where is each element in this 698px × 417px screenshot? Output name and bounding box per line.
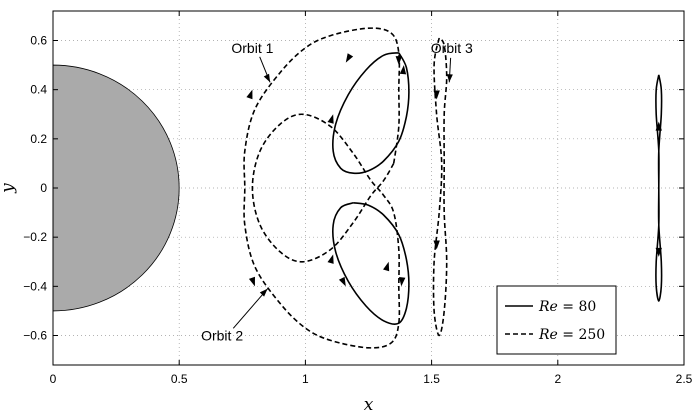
y-tick-label: 0.4 bbox=[30, 83, 47, 97]
direction-arrows bbox=[246, 53, 662, 287]
series-layer bbox=[243, 27, 663, 349]
y-axis-label: y bbox=[0, 183, 18, 194]
direction-arrow bbox=[248, 276, 255, 287]
direction-arrow bbox=[246, 89, 253, 100]
legend-label-re250: Re = 250 bbox=[538, 327, 605, 343]
orbit-re250-line bbox=[432, 37, 448, 337]
direction-arrow bbox=[399, 65, 407, 75]
orbit-re80-line bbox=[332, 202, 410, 325]
orbit-re80-line bbox=[332, 52, 410, 175]
x-tick-label: 2 bbox=[554, 372, 561, 386]
y-tick-label: 0.6 bbox=[30, 34, 47, 48]
annotation-arrow-line bbox=[232, 288, 268, 329]
y-tick-label: −0.4 bbox=[23, 279, 47, 293]
legend-box bbox=[496, 285, 617, 355]
y-tick-label: 0.2 bbox=[30, 132, 47, 146]
annotation-arrow-head bbox=[259, 288, 268, 297]
direction-arrow bbox=[383, 261, 390, 272]
y-tick-label: 0 bbox=[40, 181, 47, 195]
annotation-label: Orbit 2 bbox=[201, 328, 243, 344]
axis-ticks: 0 0.5 1 1.5 2 2.5 0.6 0.4 0.2 0 −0.2 −0.4 −0.6 bbox=[23, 11, 693, 386]
x-tick-label: 1.5 bbox=[423, 372, 440, 386]
direction-arrow bbox=[655, 247, 662, 257]
x-tick-label: 1 bbox=[302, 372, 309, 386]
annotation-label: Orbit 1 bbox=[231, 40, 273, 56]
x-tick-label: 2.5 bbox=[676, 372, 693, 386]
direction-arrow bbox=[327, 254, 334, 264]
annotations: Orbit 1 Orbit 2 Orbit 3 bbox=[201, 40, 473, 344]
cylinder-obstacle bbox=[52, 64, 180, 312]
x-tick-label: 0.5 bbox=[171, 372, 188, 386]
annotation-label: Orbit 3 bbox=[431, 40, 473, 56]
direction-arrow bbox=[395, 56, 402, 66]
annotation-arrow-head bbox=[446, 74, 453, 83]
direction-arrow bbox=[338, 276, 346, 287]
direction-arrow bbox=[345, 53, 354, 63]
legend: Re = 80 Re = 250 bbox=[496, 285, 617, 355]
obstacle-layer bbox=[52, 64, 180, 312]
direction-arrow bbox=[399, 277, 406, 287]
orbit-re80-line bbox=[655, 74, 663, 302]
legend-label-re80: Re = 80 bbox=[538, 299, 596, 315]
x-tick-label: 0 bbox=[50, 372, 57, 386]
orbit-re250-line bbox=[243, 27, 401, 349]
annotation-arrow-head bbox=[263, 73, 271, 83]
y-tick-label: −0.2 bbox=[23, 230, 47, 244]
direction-arrow bbox=[433, 90, 440, 100]
direction-arrow bbox=[655, 121, 662, 131]
y-tick-label: −0.6 bbox=[23, 329, 47, 343]
x-axis-label: x bbox=[364, 395, 374, 415]
direction-arrow bbox=[433, 240, 440, 250]
direction-arrow bbox=[327, 114, 334, 124]
